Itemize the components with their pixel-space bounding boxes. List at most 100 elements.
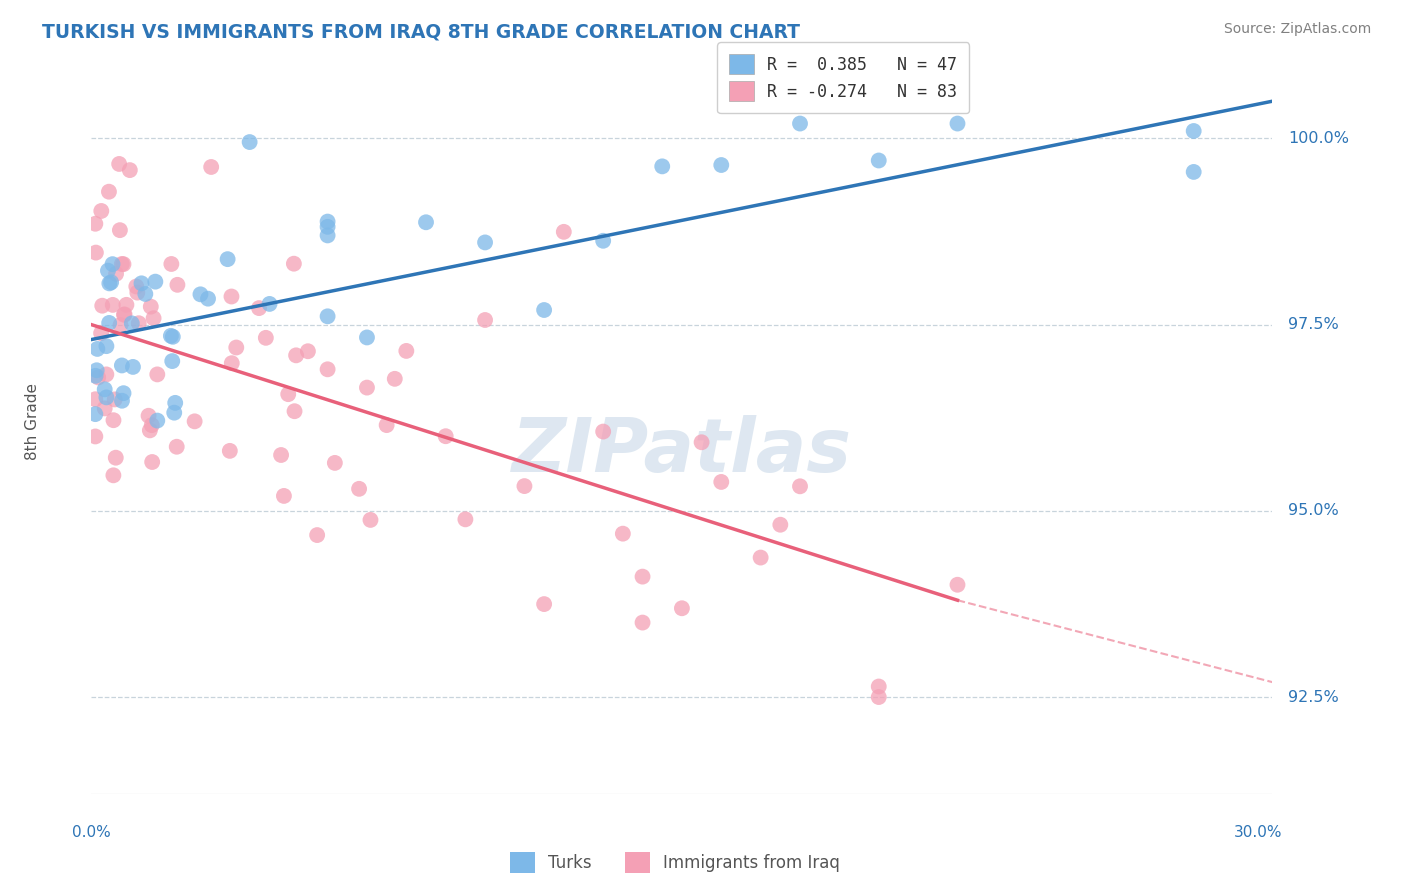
Point — [111, 359, 134, 373]
Point — [125, 279, 148, 293]
Point — [84, 429, 107, 443]
Point — [316, 362, 339, 376]
Point — [474, 313, 496, 327]
Point — [98, 277, 121, 291]
Point — [131, 277, 153, 291]
Point — [769, 517, 792, 532]
Text: 100.0%: 100.0% — [1288, 131, 1350, 146]
Point — [141, 455, 163, 469]
Point — [86, 363, 108, 377]
Point — [273, 489, 295, 503]
Point — [114, 308, 136, 322]
Point — [108, 157, 131, 171]
Text: 95.0%: 95.0% — [1288, 503, 1339, 518]
Point — [474, 235, 496, 250]
Point — [946, 116, 969, 130]
Point — [101, 257, 124, 271]
Point — [183, 414, 205, 428]
Point — [239, 135, 262, 149]
Point — [97, 263, 120, 277]
Point — [323, 456, 346, 470]
Point — [93, 401, 115, 416]
Point — [316, 219, 339, 234]
Point — [270, 448, 292, 462]
Point — [316, 214, 339, 228]
Text: 92.5%: 92.5% — [1288, 690, 1339, 705]
Point — [90, 326, 112, 341]
Point — [283, 257, 305, 271]
Text: ZIPatlas: ZIPatlas — [512, 415, 852, 488]
Point — [297, 344, 319, 359]
Point — [162, 330, 184, 344]
Point — [121, 317, 143, 331]
Point — [434, 429, 457, 443]
Point — [375, 418, 398, 433]
Point — [141, 418, 163, 433]
Point — [395, 343, 418, 358]
Point — [277, 387, 299, 401]
Point — [359, 513, 381, 527]
Point — [118, 163, 141, 178]
Point — [592, 425, 614, 439]
Point — [710, 158, 733, 172]
Point — [789, 479, 811, 493]
Text: Source: ZipAtlas.com: Source: ZipAtlas.com — [1223, 22, 1371, 37]
Point — [143, 275, 166, 289]
Point — [165, 396, 187, 410]
Point — [631, 615, 654, 630]
Point — [690, 435, 713, 450]
Point — [283, 404, 305, 418]
Point — [96, 368, 118, 382]
Point — [91, 299, 114, 313]
Point — [592, 234, 614, 248]
Point — [139, 300, 162, 314]
Point — [139, 423, 162, 437]
Point — [84, 368, 107, 383]
Point — [221, 356, 243, 370]
Text: TURKISH VS IMMIGRANTS FROM IRAQ 8TH GRADE CORRELATION CHART: TURKISH VS IMMIGRANTS FROM IRAQ 8TH GRAD… — [42, 22, 800, 41]
Point — [112, 308, 135, 322]
Point — [356, 330, 378, 344]
Point — [868, 690, 890, 704]
Point — [84, 392, 107, 407]
Point — [166, 277, 188, 292]
Point — [112, 257, 135, 271]
Point — [101, 298, 124, 312]
Point — [97, 185, 120, 199]
Point — [190, 287, 212, 301]
Point — [84, 245, 107, 260]
Point — [631, 569, 654, 583]
Point — [127, 285, 149, 300]
Point — [200, 160, 222, 174]
Point — [225, 341, 247, 355]
Point — [128, 316, 150, 330]
Point — [553, 225, 575, 239]
Point — [86, 342, 108, 356]
Point — [104, 392, 127, 407]
Point — [513, 479, 536, 493]
Point — [96, 339, 118, 353]
Point — [163, 406, 186, 420]
Point — [217, 252, 239, 267]
Point — [789, 116, 811, 130]
Point — [103, 468, 125, 483]
Point — [111, 257, 134, 271]
Point — [105, 267, 128, 281]
Point — [651, 160, 673, 174]
Point — [316, 228, 339, 243]
Point — [84, 407, 107, 421]
Point — [1182, 124, 1205, 138]
Point — [138, 409, 160, 423]
Point — [108, 223, 131, 237]
Point — [612, 526, 634, 541]
Point — [100, 275, 122, 289]
Point — [868, 680, 890, 694]
Text: 8th Grade: 8th Grade — [25, 383, 39, 460]
Point — [218, 443, 240, 458]
Point — [160, 329, 183, 343]
Point — [307, 528, 329, 542]
Point — [112, 386, 135, 401]
Point — [533, 597, 555, 611]
Point — [162, 354, 184, 368]
Point — [247, 301, 270, 315]
